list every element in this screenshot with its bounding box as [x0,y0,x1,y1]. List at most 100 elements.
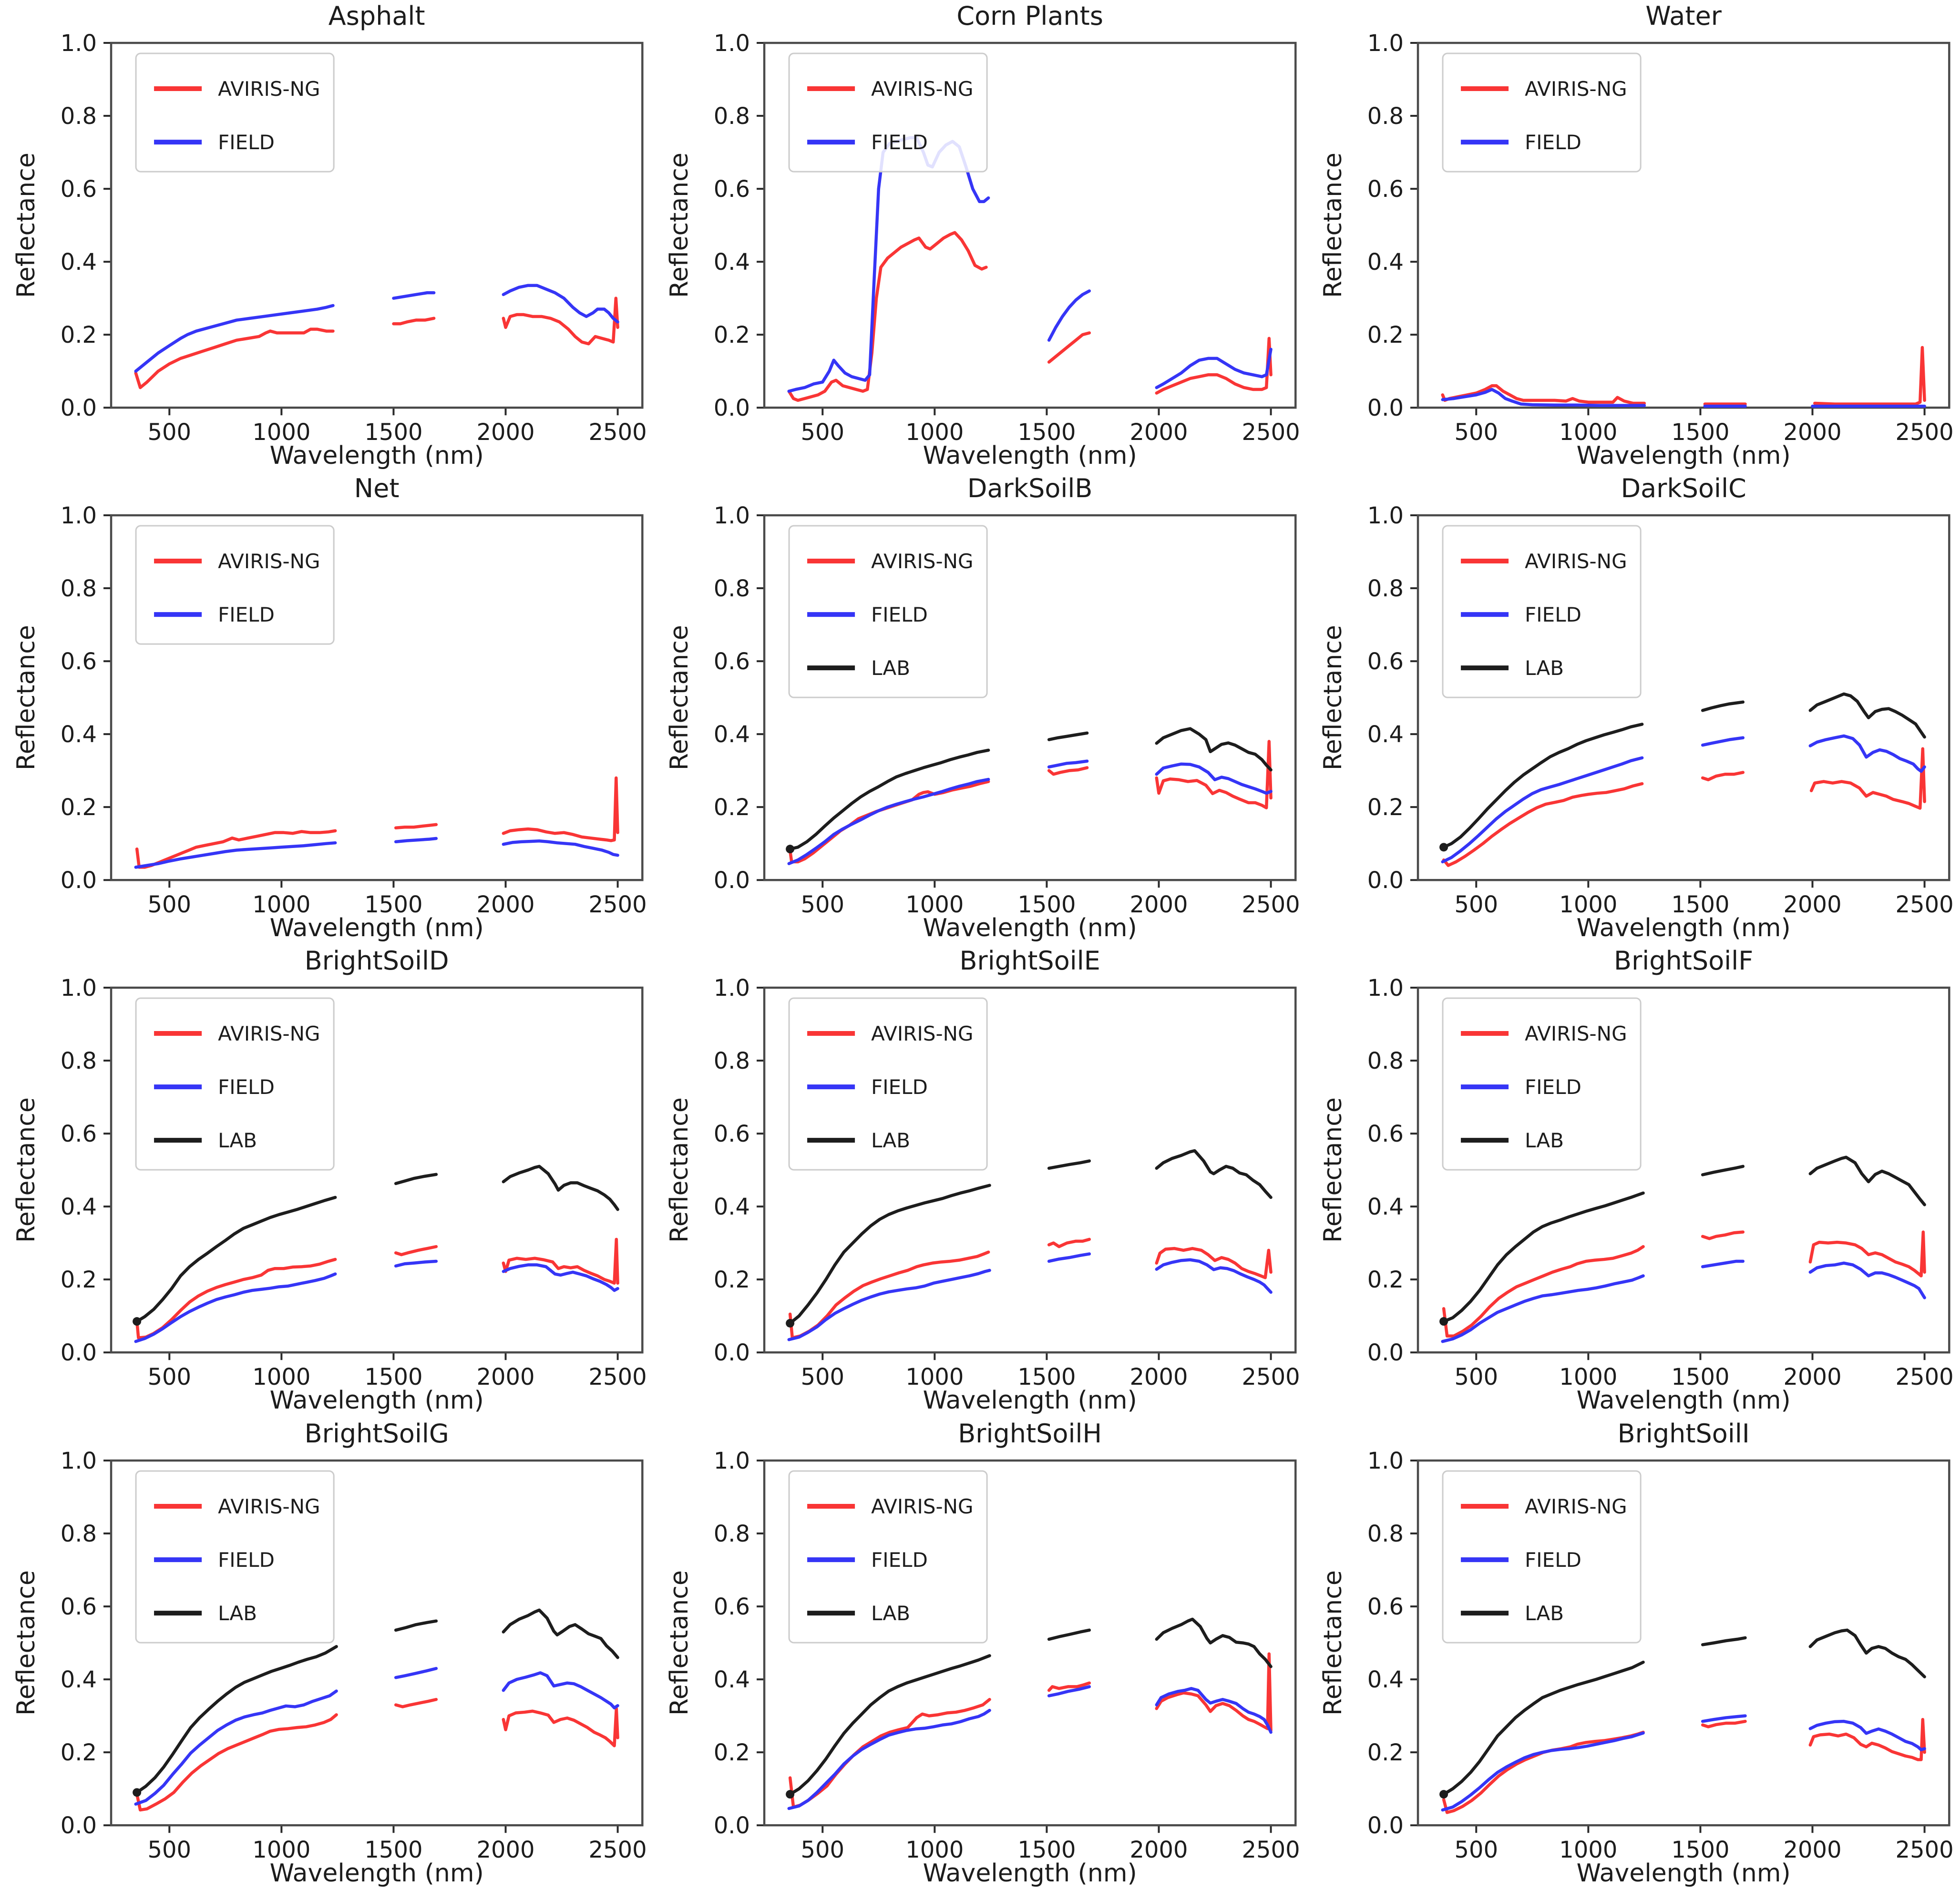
subplot-corn-plants: 0.0 0.2 0.4 0.6 0.8 1.0 500 1000 1500 2000 2500 Cor… [653,0,1306,472]
y-tick-label: 0.4 [61,1666,97,1693]
legend-box [788,1470,988,1644]
y-tick-label: 0.4 [1367,721,1403,748]
x-tick-label: 500 [1454,1364,1498,1391]
x-tick-label: 1500 [364,1364,422,1391]
x-tick-label: 2000 [1783,891,1841,918]
series-field [394,837,438,844]
x-tick-label: 500 [147,1364,191,1391]
x-tick-label: 2000 [1783,419,1841,446]
series-aviris-ng [1155,1247,1273,1280]
x-axis-label: Wavelength (nm) [923,1859,1137,1888]
x-tick-label: 500 [1454,419,1498,446]
series-field [1155,1686,1273,1734]
y-axis-label: Reflectance [12,153,41,298]
series-aviris-ng [135,1713,338,1812]
axes-frame [110,1459,644,1827]
x-axis-label: Wavelength (nm) [923,441,1137,470]
y-tick-label: 0.0 [714,867,750,894]
series-aviris-ng [1047,1238,1091,1248]
legend-label-aviris-ng: AVIRIS-NG [218,77,320,101]
series-lab [1808,1156,1926,1207]
plot-water: 0.0 0.2 0.4 0.6 0.8 1.0 500 1000 1500 2000 2500 Wat… [1319,1,1954,470]
series-aviris-ng [502,776,619,843]
subplot-title: BrightSoilD [305,946,449,976]
x-tick-label: 2000 [1130,419,1188,446]
legend-label-aviris-ng: AVIRIS-NG [871,550,974,573]
x-tick-label: 2500 [1242,1837,1300,1863]
series-start-marker [786,1319,795,1328]
axes-frame [763,987,1297,1354]
x-tick-label: 2500 [589,1364,647,1391]
series-lab [789,1654,992,1796]
series-field [502,1263,619,1292]
x-tick-label: 1000 [1559,1837,1617,1863]
x-tick-label: 2000 [476,419,534,446]
series-lab [1808,692,1926,739]
x-tick-label: 500 [801,1364,845,1391]
y-tick-label: 0.8 [61,1521,97,1547]
x-tick-label: 1000 [1559,1364,1617,1391]
x-tick-label: 2000 [476,1364,534,1391]
plot-brightsoilf: 0.0 0.2 0.4 0.6 0.8 1.0 500 1000 1500 2000 2500 Bri… [1319,946,1954,1415]
axes-frame [110,514,644,881]
x-tick-label: 1500 [364,419,422,446]
y-tick-label: 0.8 [1367,575,1403,602]
series-lab [394,1619,438,1632]
legend-label-lab: LAB [1525,656,1564,680]
subplot-brightsoile: 0.0 0.2 0.4 0.6 0.8 1.0 500 1000 1500 2000 2500 Bri… [653,945,1306,1417]
subplot-brightsoilh: 0.0 0.2 0.4 0.6 0.8 1.0 500 1000 1500 2000 2500 Bri… [653,1418,1306,1890]
series-field [1047,759,1089,769]
y-tick-label: 0.8 [1367,103,1403,130]
x-tick-label: 1000 [906,419,964,446]
x-tick-label: 500 [1454,1837,1498,1863]
y-tick-label: 0.8 [714,1048,750,1075]
series-aviris-ng [394,823,438,830]
plot-brightsoili: 0.0 0.2 0.4 0.6 0.8 1.0 500 1000 1500 2000 2500 Bri… [1319,1419,1954,1888]
series-aviris-ng [1701,1230,1745,1241]
series-aviris-ng [1808,1230,1926,1278]
series-lab [394,1173,438,1185]
legend-label-lab: LAB [871,1602,910,1625]
subplot-brightsoilf: 0.0 0.2 0.4 0.6 0.8 1.0 500 1000 1500 2000 2500 Bri… [1307,945,1960,1417]
series-field [1047,289,1091,342]
series-aviris-ng [394,1245,438,1257]
y-tick-label: 0.0 [1367,1340,1403,1367]
y-tick-label: 0.8 [61,575,97,602]
y-tick-label: 0.2 [714,794,750,821]
legend-label-field: FIELD [1525,603,1581,626]
series-field [134,1272,337,1343]
axes-frame [763,41,1297,409]
y-tick-label: 0.0 [714,1340,750,1367]
y-tick-label: 0.0 [1367,1812,1403,1839]
x-tick-label: 2000 [1130,1837,1188,1863]
y-axis-label: Reflectance [1319,153,1347,298]
x-tick-label: 2000 [476,1837,534,1863]
y-tick-label: 1.0 [61,30,97,57]
series-aviris-ng [502,296,619,346]
legend-label-field: FIELD [871,1548,928,1572]
axes-frame [1416,514,1950,881]
subplot-title: BrightSoilF [1614,946,1753,976]
subplot-title: Corn Plants [957,1,1104,31]
x-tick-label: 2000 [1783,1837,1841,1863]
series-field [392,291,436,300]
legend-box [788,997,988,1171]
legend-label-aviris-ng: AVIRIS-NG [218,1022,320,1046]
y-tick-label: 0.2 [1367,1267,1403,1294]
subplot-title: Water [1645,1,1722,31]
subplot-title: DarkSoilC [1621,473,1746,503]
series-aviris-ng [1809,747,1926,810]
x-tick-label: 1500 [1018,891,1076,918]
series-lab [1701,1165,1745,1177]
series-field [1047,1252,1091,1263]
series-field [1701,1714,1747,1723]
y-tick-label: 0.4 [714,1666,750,1693]
y-tick-label: 0.6 [61,176,97,203]
series-field [502,284,619,324]
series-lab [135,1196,337,1323]
y-tick-label: 0.6 [61,648,97,675]
series-field [1441,1731,1645,1812]
y-tick-label: 0.0 [61,1812,97,1839]
y-tick-label: 0.0 [714,395,750,421]
